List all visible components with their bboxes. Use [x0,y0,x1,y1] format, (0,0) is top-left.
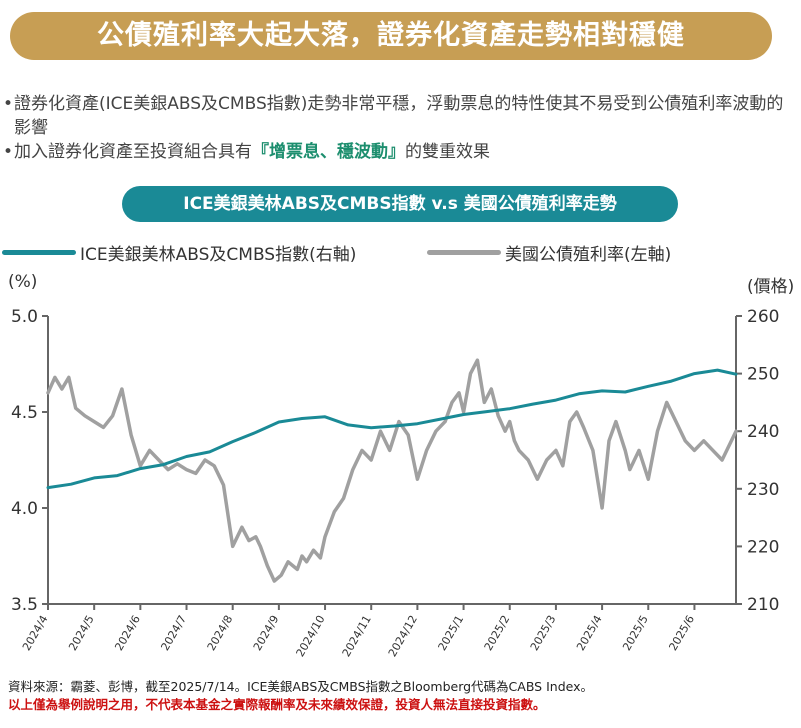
chart-title: ICE美銀美林ABS及CMBS指數 v.s 美國公債殖利率走勢 [122,186,678,222]
x-tick-label: 2024/4 [20,613,51,653]
bullet-dot: • [3,142,14,162]
disclaimer: 以上僅為舉例說明之用，不代表本基金之實際報酬率及未來績效保證，投資人無法直接投資… [8,697,546,712]
x-tick-label: 2024/10 [294,613,328,659]
bullet-highlight: 『增票息、穩波動』 [252,142,405,162]
x-tick-label: 2024/6 [112,613,143,653]
x-tick-label: 2025/4 [574,613,605,653]
right-tick-label: 250 [747,365,779,385]
right-tick-label: 230 [747,480,779,500]
headline: 公債殖利率大起大落，證券化資產走勢相對穩健 [10,12,772,60]
legend-swatch-yield [427,249,501,255]
bullet-text-suffix: 的雙重效果 [405,142,490,162]
bullet-dot: • [3,94,14,114]
legend-label-abs: ICE美銀美林ABS及CMBS指數(右軸) [80,244,357,265]
x-tick-label: 2025/3 [528,613,559,653]
bullet-item-1: • 證券化資產(ICE美銀ABS及CMBS指數)走勢非常平穩，浮動票息的特性使其… [2,92,797,140]
right-axis-unit: (價格) [747,277,795,297]
legend-label-yield: 美國公債殖利率(左軸) [505,244,672,265]
x-tick-label: 2024/5 [66,613,97,653]
x-tick-label: 2024/12 [386,613,420,659]
footer: 資料來源：霸菱、彭博，截至2025/7/14。ICE美銀ABS及CMBS指數之B… [8,678,798,714]
x-tick-label: 2024/8 [205,613,236,653]
x-tick-label: 2025/6 [666,613,697,653]
chart-legend: ICE美銀美林ABS及CMBS指數(右軸) 美國公債殖利率(左軸) [2,240,792,265]
x-tick-label: 2024/7 [159,613,190,653]
x-tick-label: 2025/5 [620,613,651,653]
legend-item-abs: ICE美銀美林ABS及CMBS指數(右軸) [2,240,357,265]
legend-swatch-abs [2,249,76,255]
bullet-list: • 證券化資產(ICE美銀ABS及CMBS指數)走勢非常平穩，浮動票息的特性使其… [2,92,797,164]
left-axis-unit: (%) [8,272,38,292]
right-tick-label: 210 [747,595,779,615]
bullet-text-prefix: 加入證券化資產至投資組合具有 [14,142,252,162]
right-tick-label: 220 [747,537,779,557]
x-tick-label: 2024/9 [251,613,282,653]
bullet-text: 證券化資產(ICE美銀ABS及CMBS指數)走勢非常平穩，浮動票息的特性使其不易… [14,94,784,138]
left-tick-label: 5.0 [11,307,38,327]
x-tick-label: 2024/11 [340,613,374,659]
abs-cmbs-index-line [46,368,738,490]
source-note: 資料來源：霸菱、彭博，截至2025/7/14。ICE美銀ABS及CMBS指數之B… [8,679,594,694]
right-tick-label: 260 [747,307,779,327]
left-tick-label: 4.5 [11,403,38,423]
left-tick-label: 4.0 [11,499,38,519]
x-tick-label: 2025/2 [482,613,513,653]
legend-item-yield: 美國公債殖利率(左軸) [427,240,672,265]
left-tick-label: 3.5 [11,595,38,615]
treasury-yield-line [46,358,738,583]
x-tick-label: 2025/1 [436,613,467,653]
right-tick-label: 240 [747,422,779,442]
bullet-item-2: • 加入證券化資產至投資組合具有『增票息、穩波動』的雙重效果 [2,140,797,164]
